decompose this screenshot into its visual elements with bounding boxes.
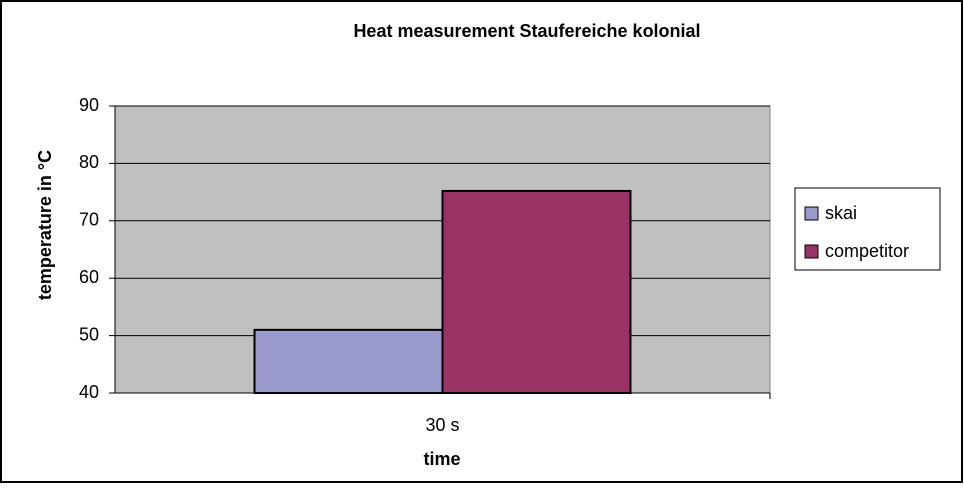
y-tick-label: 80 [79,152,99,172]
y-tick-label: 60 [79,267,99,287]
legend [794,187,941,271]
legend-swatch [804,206,819,221]
legend-label: competitor [825,241,909,261]
legend-swatch [804,244,819,259]
bar [253,328,444,394]
y-tick-label: 40 [79,382,99,402]
x-axis-label: time [423,449,460,469]
legend-label: skai [825,203,857,223]
y-tick-label: 70 [79,210,99,230]
y-tick-label: 50 [79,324,99,344]
y-tick-label: 90 [79,95,99,115]
bar [441,189,632,394]
chart-title: Heat measurement Staufereiche kolonial [353,21,700,41]
y-axis-label: temperature in °C [35,150,55,300]
x-tick-label: 30 s [425,415,459,435]
